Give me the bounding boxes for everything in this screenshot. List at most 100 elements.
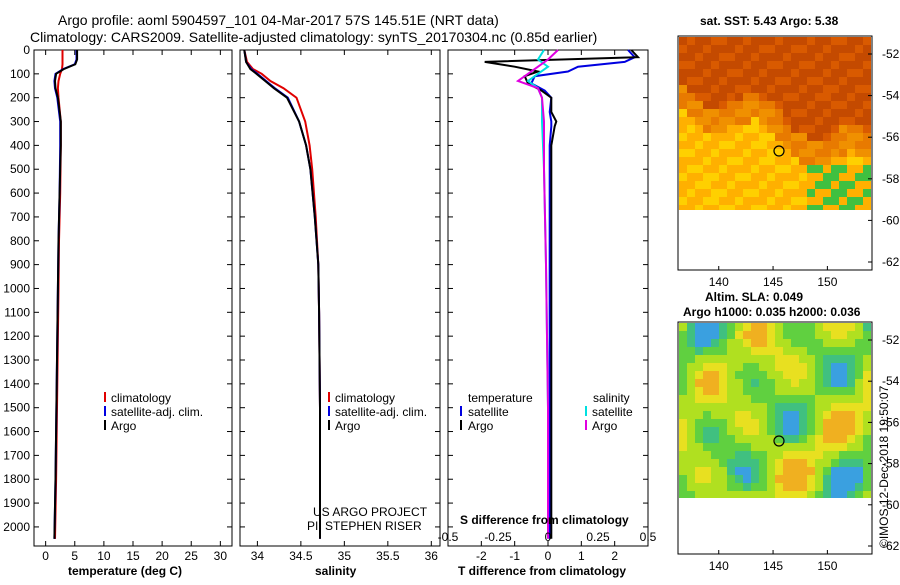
sst-cell	[679, 189, 687, 197]
sst-cell	[679, 101, 687, 109]
sst-cell	[799, 109, 807, 117]
sla-cell	[823, 475, 831, 483]
sst-cell	[751, 109, 759, 117]
sla-cell	[743, 483, 751, 491]
sst-cell	[863, 157, 871, 165]
sla-cell	[847, 435, 855, 443]
sla-cell	[791, 363, 799, 371]
sla-cell	[759, 363, 767, 371]
sla-cell	[863, 323, 871, 331]
sla-cell	[727, 451, 735, 459]
sla-cell	[791, 427, 799, 435]
sla-cell	[727, 355, 735, 363]
sst-cell	[807, 149, 815, 157]
legend-argo-swatch	[104, 420, 106, 430]
sst-cell	[767, 117, 775, 125]
sst-cell	[815, 173, 823, 181]
sst-cell	[679, 197, 687, 205]
sst-cell	[743, 133, 751, 141]
sla-cell	[759, 379, 767, 387]
sst-cell	[847, 125, 855, 133]
sst-cell	[847, 197, 855, 205]
sst-cell	[703, 157, 711, 165]
series-line-t-argo	[484, 49, 641, 539]
sst-cell	[807, 133, 815, 141]
sla-cell	[823, 331, 831, 339]
sst-cell	[791, 205, 799, 210]
sst-cell	[815, 205, 823, 210]
sla-cell	[831, 339, 839, 347]
sla-cell	[823, 379, 831, 387]
sst-cell	[727, 173, 735, 181]
sst-cell	[703, 165, 711, 173]
sla-cell	[759, 331, 767, 339]
sst-cell	[711, 157, 719, 165]
sla-cell	[759, 411, 767, 419]
sla-cell	[855, 403, 863, 411]
sst-cell	[831, 69, 839, 77]
sst-cell	[847, 53, 855, 61]
sla-cell	[767, 379, 775, 387]
y-tick-label: 1600	[3, 425, 30, 439]
sst-cell	[751, 157, 759, 165]
sst-cell	[863, 37, 871, 45]
sla-cell	[839, 403, 847, 411]
x-tick-label: 0	[545, 549, 552, 563]
sst-cell	[703, 173, 711, 181]
sla-cell	[735, 475, 743, 483]
sla-cell	[735, 483, 743, 491]
sla-cell	[815, 323, 823, 331]
sst-cell	[839, 117, 847, 125]
sla-cell	[711, 331, 719, 339]
sst-cell	[807, 53, 815, 61]
sla-cell	[839, 451, 847, 459]
y-tick-label: 0	[23, 43, 30, 57]
sst-cell	[855, 117, 863, 125]
sla-cell	[823, 387, 831, 395]
sla-cell	[711, 371, 719, 379]
sla-cell	[839, 483, 847, 491]
sst-cell	[679, 45, 687, 53]
sst-cell	[807, 85, 815, 93]
sst-cell	[735, 141, 743, 149]
sla-cell	[839, 371, 847, 379]
sla-cell	[783, 347, 791, 355]
map-y-tick-label: -54	[882, 89, 900, 103]
sst-cell	[759, 141, 767, 149]
x-tick-label: 36	[425, 549, 439, 563]
sst-cell	[839, 157, 847, 165]
sst-cell	[719, 109, 727, 117]
sst-cell	[735, 173, 743, 181]
sla-cell	[751, 331, 759, 339]
sst-cell	[679, 61, 687, 69]
sst-cell	[823, 157, 831, 165]
sla-map-title: Altim. SLA: 0.049	[705, 290, 803, 304]
sst-cell	[751, 117, 759, 125]
sla-cell	[703, 371, 711, 379]
sst-cell	[847, 165, 855, 173]
sst-cell	[783, 197, 791, 205]
sst-cell	[839, 37, 847, 45]
sst-cell	[799, 149, 807, 157]
sla-cell	[735, 395, 743, 403]
sla-cell	[719, 467, 727, 475]
sst-cell	[807, 165, 815, 173]
sla-cell	[727, 403, 735, 411]
sst-cell	[751, 53, 759, 61]
sst-cell	[759, 189, 767, 197]
sst-cell	[775, 173, 783, 181]
sst-cell	[703, 197, 711, 205]
sst-cell	[703, 133, 711, 141]
sla-cell	[799, 411, 807, 419]
sla-cell	[727, 467, 735, 475]
sla-cell	[735, 411, 743, 419]
sla-cell	[727, 363, 735, 371]
sst-cell	[823, 45, 831, 53]
sst-cell	[687, 133, 695, 141]
sla-cell	[831, 331, 839, 339]
sla-cell	[751, 491, 759, 498]
sst-cell	[775, 149, 783, 157]
sla-cell	[863, 387, 871, 395]
sst-cell	[767, 37, 775, 45]
